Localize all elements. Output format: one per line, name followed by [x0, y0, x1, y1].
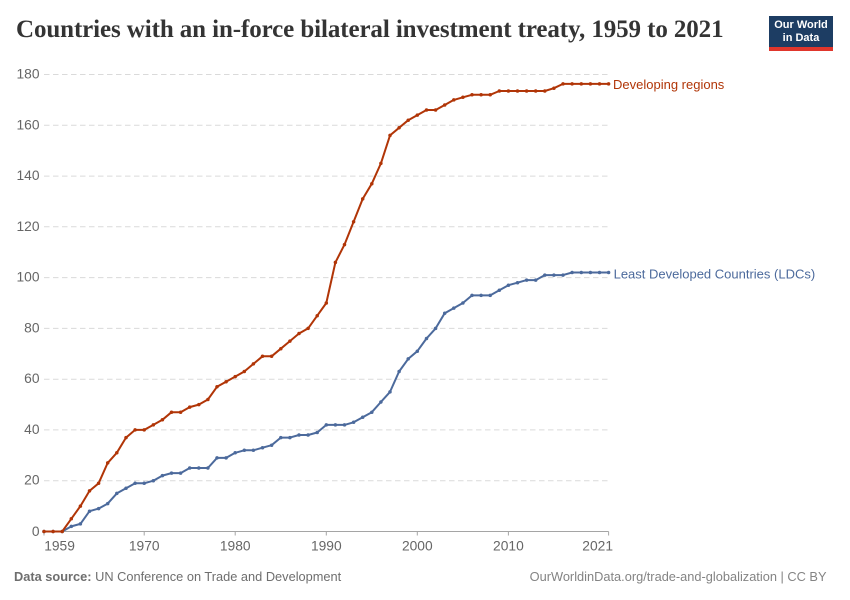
svg-text:1970: 1970	[129, 539, 160, 554]
svg-text:1990: 1990	[311, 539, 342, 554]
svg-text:80: 80	[24, 320, 40, 335]
svg-text:20: 20	[24, 473, 40, 488]
svg-text:Least Developed Countries (LDC: Least Developed Countries (LDCs)	[614, 266, 816, 281]
svg-text:180: 180	[16, 67, 39, 82]
svg-text:40: 40	[24, 422, 40, 437]
svg-text:2000: 2000	[402, 539, 433, 554]
svg-text:100: 100	[16, 270, 39, 285]
svg-text:1980: 1980	[220, 539, 251, 554]
svg-text:0: 0	[32, 524, 40, 539]
svg-text:60: 60	[24, 371, 40, 386]
svg-text:160: 160	[16, 117, 39, 132]
svg-text:Developing regions: Developing regions	[613, 77, 725, 92]
svg-text:120: 120	[16, 219, 39, 234]
svg-text:140: 140	[16, 168, 39, 183]
svg-text:2021: 2021	[582, 539, 613, 554]
svg-text:1959: 1959	[44, 539, 75, 554]
svg-text:2010: 2010	[493, 539, 524, 554]
